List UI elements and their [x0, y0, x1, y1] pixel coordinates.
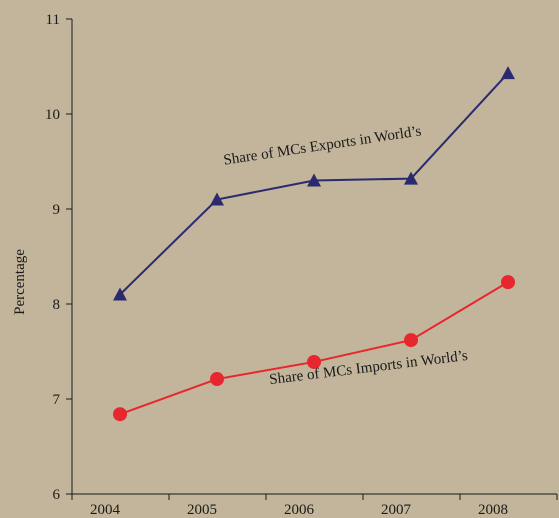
x-tick-label: 2007 [381, 502, 412, 518]
y-tick-label: 11 [46, 12, 60, 28]
imports-annotation: Share of MCs Imports in World’s [268, 348, 468, 388]
y-tick-label: 6 [53, 487, 61, 503]
y-tick-label: 7 [53, 392, 61, 408]
exports-data-point [210, 192, 224, 206]
exports-data-point [113, 287, 127, 301]
y-tick-label: 10 [45, 107, 60, 123]
imports-data-point [501, 275, 515, 290]
x-tick-label: 2008 [478, 502, 508, 518]
x-tick-label: 2005 [187, 502, 217, 518]
y-axis-title: Percentage [12, 249, 28, 315]
x-tick-label: 2006 [284, 502, 315, 518]
exports-data-point [307, 173, 321, 187]
imports-data-point [210, 372, 224, 387]
exports-annotation: Share of MCs Exports in World’s [222, 123, 422, 168]
x-axis: 2004 2005 2006 2007 2008 [71, 493, 558, 518]
x-tick-label: 2004 [90, 502, 121, 518]
y-tick-label: 9 [53, 202, 61, 218]
exports-data-point [404, 171, 418, 185]
exports-data-point [501, 66, 515, 80]
series-layer [113, 66, 515, 422]
imports-data-point [113, 407, 127, 422]
imports-data-point [307, 354, 321, 369]
y-axis: 6 7 8 9 10 11 [45, 12, 73, 503]
imports-series-line [119, 281, 509, 416]
y-tick-label: 8 [53, 297, 61, 313]
imports-data-point [404, 333, 418, 348]
